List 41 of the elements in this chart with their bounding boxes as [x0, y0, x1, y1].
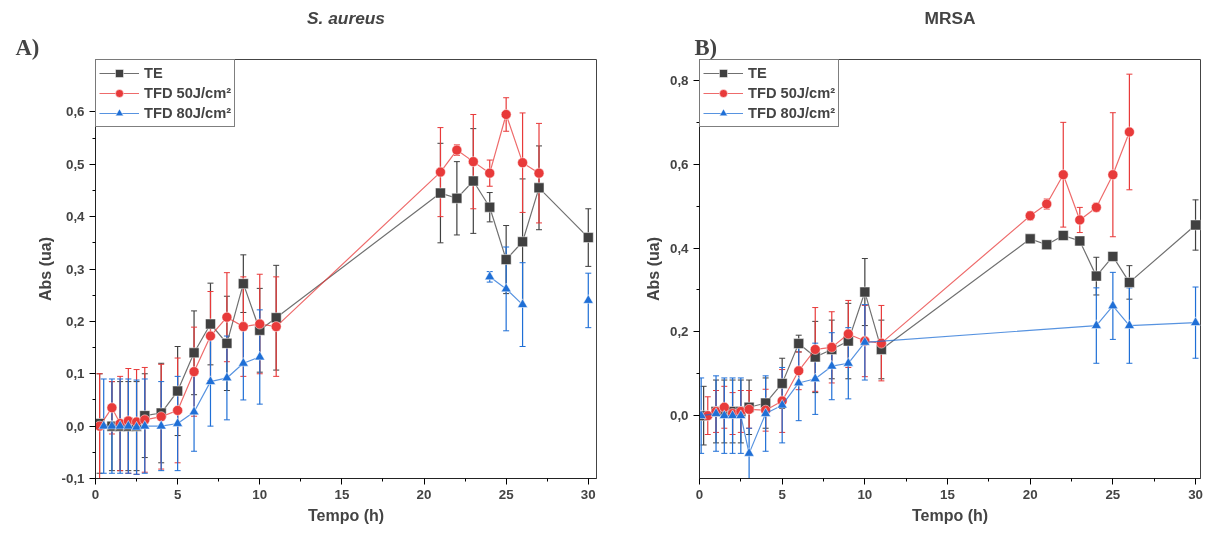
- x-tick-label: 15: [940, 486, 956, 502]
- text: A): [15, 34, 40, 60]
- x-tick-label: 0: [91, 486, 100, 502]
- legend-label: TFD 50J/cm²: [144, 85, 232, 101]
- x-tick-label: 30: [580, 486, 596, 502]
- x-tick-label: 5: [173, 486, 182, 502]
- x-tick-label: 10: [857, 486, 873, 502]
- y-tick-label: 0,4: [669, 240, 690, 256]
- legend-label: TFD 80J/cm²: [748, 105, 836, 121]
- y-tick-label: 0,0: [65, 418, 85, 434]
- y-tick-label: 0,0: [669, 408, 689, 424]
- text: B): [694, 34, 718, 60]
- x-tick-label: 5: [778, 486, 787, 502]
- y-tick-label: 0,2: [65, 313, 85, 329]
- y-tick-label: 0,3: [65, 261, 85, 277]
- x-tick-label: 15: [334, 486, 350, 502]
- y-tick-label: 0,8: [669, 72, 689, 88]
- y-axis-title: Abs (ua): [36, 237, 54, 301]
- legend-label: TFD 80J/cm²: [144, 105, 232, 121]
- x-tick-label: 20: [1022, 486, 1038, 502]
- y-tick-label: 0,2: [669, 324, 689, 340]
- y-tick-label: -0,1: [61, 471, 86, 486]
- x-tick-label: 30: [1188, 486, 1203, 502]
- y-tick-label: 0,5: [65, 156, 86, 172]
- legend-label: TE: [144, 65, 164, 81]
- x-axis-title: Tempo (h): [307, 506, 385, 524]
- y-tick-label: 0,4: [65, 209, 86, 225]
- x-tick-label: 25: [1105, 486, 1121, 502]
- y-axis-title: Abs (ua): [644, 237, 662, 301]
- x-tick-label: 20: [416, 486, 432, 502]
- x-tick-label: 0: [695, 486, 704, 502]
- y-tick-label: 0,1: [65, 366, 86, 382]
- x-tick-label: 25: [498, 486, 515, 502]
- x-tick-label: 10: [252, 486, 268, 502]
- chart-title: S. aureus: [306, 7, 386, 28]
- x-axis-title: Tempo (h): [911, 506, 989, 524]
- legend-label: TE: [748, 65, 768, 81]
- y-tick-label: 0,6: [669, 156, 689, 172]
- y-tick-label: 0,6: [65, 104, 85, 120]
- legend-label: TFD 50J/cm²: [748, 85, 836, 101]
- chart-title: MRSA: [924, 7, 976, 28]
